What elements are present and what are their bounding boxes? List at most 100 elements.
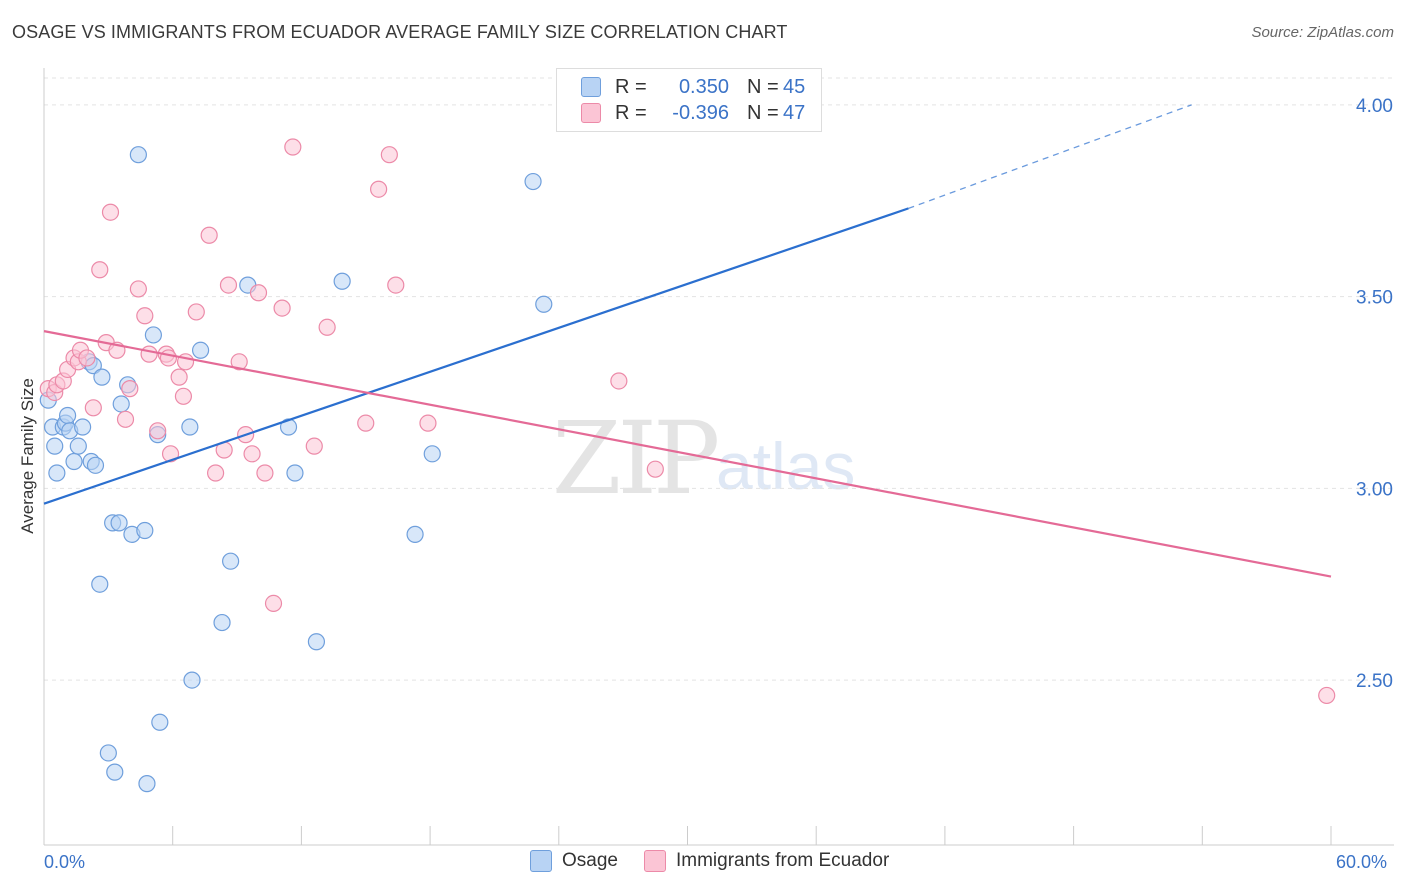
osage-point: [74, 418, 92, 436]
ecuador-point: [318, 318, 336, 336]
ecuador-point: [264, 594, 283, 612]
ecuador-point: [84, 399, 102, 417]
ecuador-point: [149, 422, 167, 440]
legend-item-osage[interactable]: Osage: [530, 850, 618, 872]
ecuador-point: [357, 414, 375, 432]
osage-point: [181, 418, 199, 436]
osage-point: [69, 437, 87, 455]
y-tick-label: 4.00: [1356, 96, 1393, 117]
osage-point: [279, 418, 298, 436]
x-tick-label-max: 60.0%: [1336, 852, 1388, 872]
ecuador-point: [610, 372, 628, 390]
osage-point: [112, 395, 130, 413]
osage-legend-swatch: [530, 850, 552, 872]
ecuador-point: [219, 276, 238, 294]
legend-item-ecuador[interactable]: Immigrants from Ecuador: [643, 850, 890, 872]
ecuador-swatch: [581, 103, 601, 123]
r-value: -0.396: [672, 101, 729, 124]
ecuador-point: [140, 345, 158, 363]
osage-point: [307, 633, 326, 651]
series-legend: Osage Immigrants from Ecuador: [530, 850, 915, 872]
osage-point: [333, 272, 351, 290]
osage-point: [138, 775, 156, 793]
n-label: N =: [747, 101, 779, 124]
ecuador-point: [387, 276, 405, 294]
ecuador-point: [187, 303, 205, 321]
chart-title: OSAGE VS IMMIGRANTS FROM ECUADOR AVERAGE…: [12, 22, 788, 42]
ecuador-point: [380, 146, 398, 164]
osage-point: [423, 445, 441, 463]
ecuador-point: [116, 410, 135, 428]
ecuador-point: [200, 226, 218, 244]
osage-point: [110, 514, 128, 532]
ecuador-point: [91, 261, 109, 279]
watermark-atlas: atlas: [716, 429, 856, 503]
ecuador-trend-line: [43, 330, 1332, 578]
osage-trend-extension: [908, 104, 1192, 210]
y-axis-label: Average Family Size: [18, 378, 37, 534]
legend-label-ecuador: Immigrants from Ecuador: [675, 850, 890, 871]
osage-point: [65, 452, 83, 471]
osage-point: [406, 525, 424, 543]
osage-point: [46, 437, 64, 455]
osage-point: [106, 763, 124, 781]
osage-trend-line: [43, 207, 909, 505]
osage-point: [524, 172, 542, 191]
osage-point: [129, 146, 147, 164]
r-value: 0.350: [678, 75, 729, 98]
osage-point: [535, 295, 553, 313]
x-tick-label-min: 0.0%: [44, 852, 86, 872]
osage-point: [93, 368, 111, 386]
osage-point: [99, 744, 117, 762]
r-label: R =: [615, 101, 647, 124]
ecuador-point: [273, 299, 291, 317]
r-label: R =: [615, 75, 647, 98]
ecuador-point: [78, 349, 96, 367]
ecuador-point: [305, 437, 323, 455]
ecuador-point: [284, 138, 302, 156]
ecuador-point: [159, 349, 178, 367]
ecuador-point: [419, 414, 437, 432]
y-tick-label: 3.50: [1356, 288, 1393, 309]
osage-point: [222, 552, 240, 570]
osage-point: [213, 613, 231, 632]
stats-legend: R = 0.350 N = 45 R = -0.396 N = 47: [556, 68, 822, 132]
osage-point: [136, 521, 154, 540]
ecuador-point: [129, 280, 147, 298]
ecuador-point: [370, 180, 388, 198]
ecuador-point: [256, 464, 274, 482]
ecuador-point: [230, 353, 248, 371]
watermark-zip: ZIP: [552, 400, 720, 517]
ecuador-point: [174, 387, 193, 405]
osage-point: [191, 341, 210, 359]
osage-point: [86, 456, 105, 474]
ecuador-legend-swatch: [643, 850, 666, 872]
ecuador-point: [249, 284, 268, 302]
ecuador-point: [101, 203, 120, 221]
ecuador-point: [243, 445, 261, 463]
osage-swatch: [581, 77, 601, 97]
osage-point: [183, 671, 201, 689]
legend-label-osage: Osage: [562, 850, 618, 871]
ecuador-point: [1318, 686, 1336, 705]
stats-row-osage: R = 0.350 N = 45: [581, 74, 805, 100]
ecuador-point: [136, 307, 154, 325]
osage-point: [144, 326, 162, 344]
stats-row-ecuador: R = -0.396 N = 47: [581, 100, 805, 126]
osage-point: [286, 464, 304, 482]
ecuador-point: [161, 445, 180, 463]
n-value: 45: [783, 75, 806, 98]
osage-point: [58, 406, 77, 425]
ecuador-point: [207, 464, 225, 482]
source-label: Source: ZipAtlas.com: [1251, 24, 1394, 41]
ecuador-point: [121, 380, 139, 398]
osage-point: [48, 464, 66, 482]
osage-point: [151, 713, 169, 731]
ecuador-point: [170, 368, 188, 386]
osage-point: [91, 575, 109, 593]
n-label: N =: [747, 75, 779, 98]
ecuador-point: [646, 460, 664, 478]
y-tick-label: 2.50: [1356, 671, 1393, 692]
n-value: 47: [783, 101, 806, 124]
